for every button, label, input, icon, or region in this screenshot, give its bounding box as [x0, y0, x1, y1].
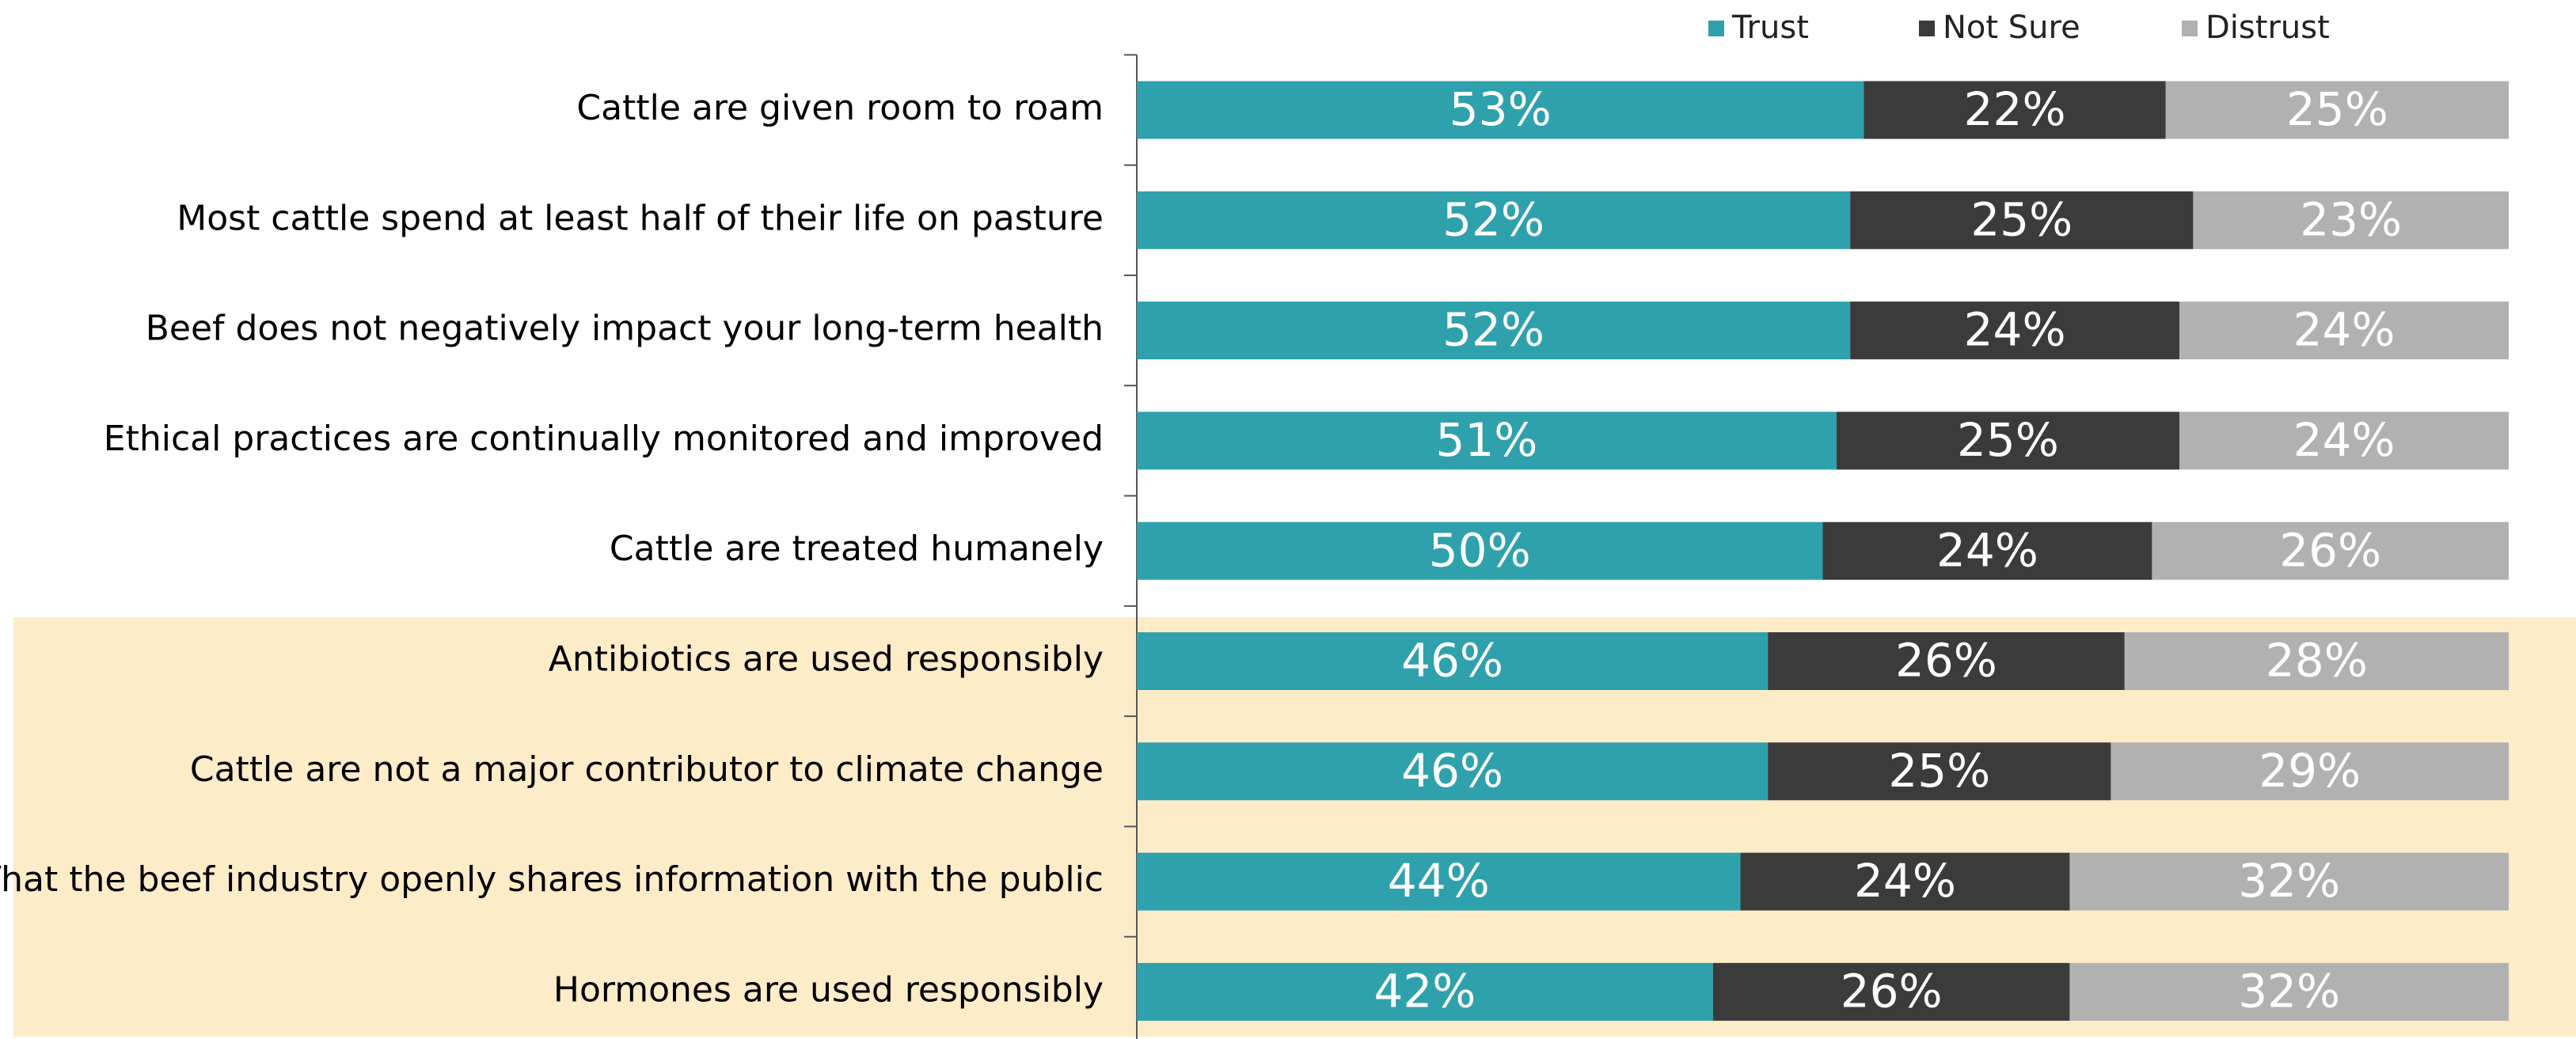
bar-segment	[1137, 81, 1864, 139]
value-label: 25%	[1957, 413, 2059, 467]
category-label: That the beef industry openly shares inf…	[0, 859, 1104, 900]
bar-segment	[1137, 632, 1769, 690]
category-label: Ethical practices are continually monito…	[104, 419, 1104, 459]
value-label: 22%	[1964, 82, 2066, 136]
bar-segment	[2193, 191, 2509, 249]
value-label: 52%	[1442, 303, 1544, 357]
bar-segment	[1137, 521, 1823, 580]
value-label: 25%	[2286, 82, 2388, 136]
bar-segment	[1137, 742, 1769, 801]
category-label: Cattle are treated humanely	[610, 529, 1104, 569]
bar-segment	[1740, 852, 2070, 911]
bar-segment	[2069, 962, 2509, 1021]
bar-segment	[2124, 632, 2509, 690]
legend-label: Not Sure	[1943, 9, 2080, 46]
legend-label: Distrust	[2206, 9, 2330, 46]
bar-segment	[1137, 411, 1837, 470]
bar-segment	[2069, 852, 2509, 911]
value-label: 32%	[2238, 854, 2340, 908]
value-label: 29%	[2259, 744, 2361, 798]
bar-segment	[1768, 632, 2125, 690]
value-label: 26%	[1841, 965, 1943, 1018]
value-label: 25%	[1970, 192, 2073, 246]
bar-segment	[2111, 742, 2509, 801]
category-label: Most cattle spend at least half of their…	[177, 198, 1104, 238]
bar-segment	[1768, 742, 2111, 801]
category-label: Antibiotics are used responsibly	[549, 639, 1104, 680]
value-label: 24%	[1964, 303, 2066, 357]
value-label: 23%	[2300, 192, 2402, 246]
bar-segment	[1137, 191, 1851, 249]
value-label: 24%	[1854, 854, 1956, 908]
bar-segment	[1137, 852, 1741, 911]
category-label: Cattle are given room to roam	[576, 88, 1104, 128]
value-label: 52%	[1442, 192, 1544, 246]
value-label: 51%	[1435, 413, 1537, 467]
category-label: Beef does not negatively impact your lon…	[146, 309, 1104, 349]
value-label: 44%	[1388, 854, 1490, 908]
legend-swatch	[1919, 21, 1935, 36]
category-label: Hormones are used responsibly	[553, 969, 1104, 1010]
bar-segment	[2152, 521, 2509, 580]
bar-segment	[1712, 962, 2070, 1021]
bar-segment	[1822, 521, 2152, 580]
value-label: 24%	[2293, 413, 2396, 467]
value-label: 24%	[2293, 303, 2396, 357]
value-label: 42%	[1373, 965, 1476, 1018]
bar-segment	[1836, 411, 2180, 470]
legend-swatch	[1708, 21, 1724, 36]
value-label: 46%	[1401, 744, 1503, 798]
bar-segment	[1850, 191, 2194, 249]
value-label: 28%	[2266, 634, 2368, 688]
bar-segment	[2179, 411, 2509, 470]
value-label: 32%	[2238, 965, 2340, 1018]
value-label: 26%	[1895, 634, 1997, 688]
value-label: 50%	[1429, 523, 1531, 577]
value-label: 25%	[1888, 744, 1990, 798]
category-label: Cattle are not a major contributor to cl…	[190, 749, 1104, 790]
bar-segment	[2179, 301, 2509, 360]
bar-segment	[2165, 81, 2509, 139]
value-label: 26%	[2279, 523, 2381, 577]
legend-label: Trust	[1731, 9, 1809, 46]
bar-segment	[1864, 81, 2166, 139]
value-label: 24%	[1936, 523, 2038, 577]
bar-segment	[1850, 301, 2180, 360]
bar-segment	[1137, 301, 1851, 360]
value-label: 46%	[1401, 634, 1503, 688]
bar-segment	[1137, 962, 1713, 1021]
legend-swatch	[2182, 21, 2198, 36]
value-label: 53%	[1449, 82, 1552, 136]
